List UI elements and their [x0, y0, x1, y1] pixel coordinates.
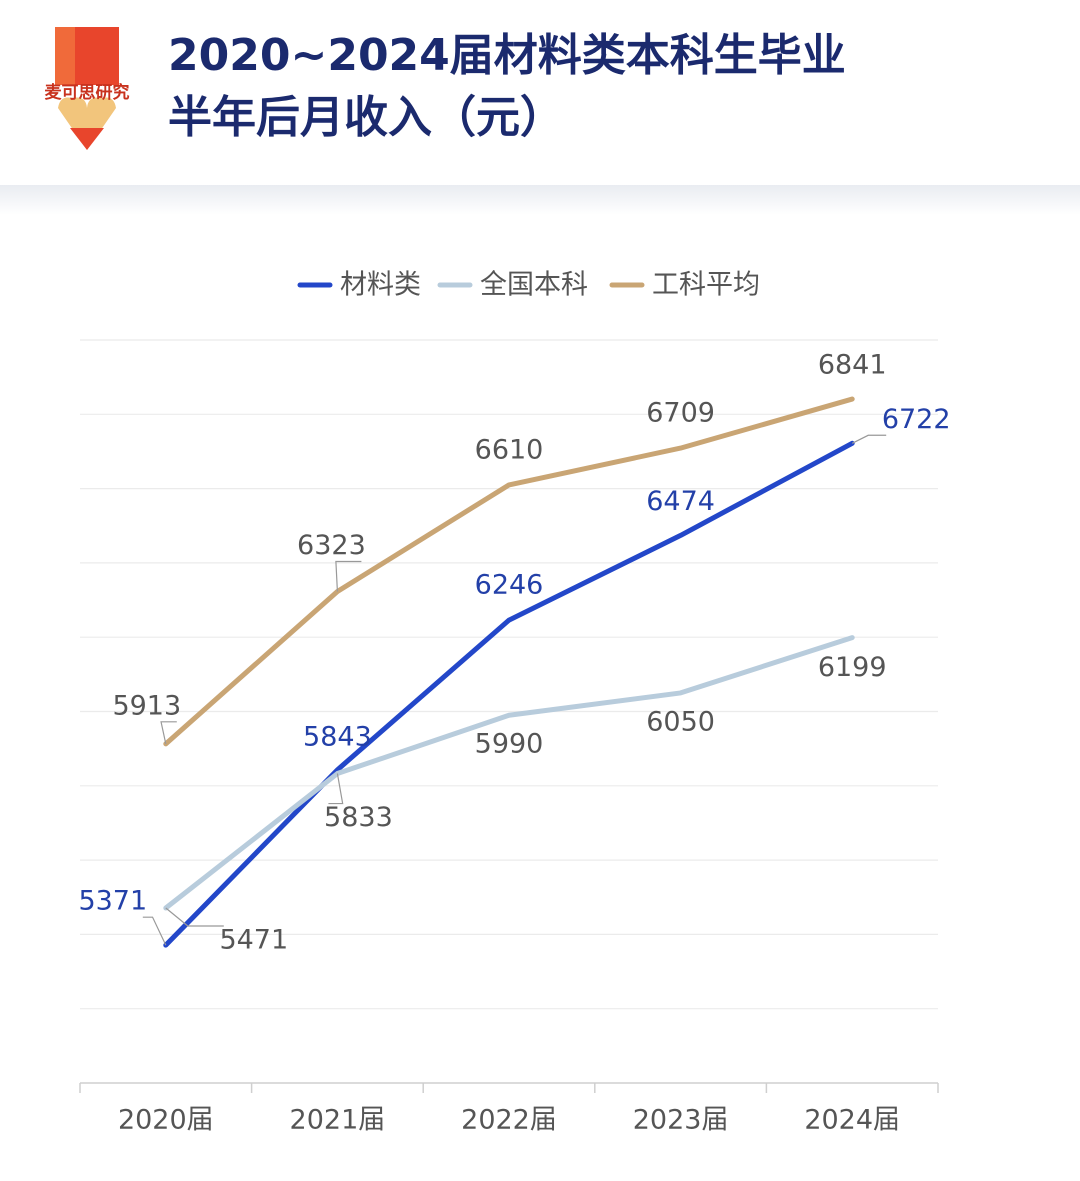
data-label: 6474 [646, 486, 715, 517]
label-leader [328, 773, 344, 805]
label-leader [335, 560, 362, 592]
chart-title: 2020~2024届材料类本科生毕业 [168, 30, 846, 81]
legend-label: 全国本科 [480, 270, 588, 301]
data-label: 5833 [324, 802, 393, 833]
data-label: 6841 [818, 350, 887, 381]
data-label: 6610 [475, 434, 544, 465]
x-tick-label: 2024届 [804, 1105, 900, 1136]
data-label: 5471 [219, 925, 288, 956]
data-label: 5913 [112, 690, 181, 721]
data-label: 6199 [818, 652, 887, 683]
logo-stripe [55, 27, 75, 85]
label-leader [165, 907, 224, 927]
data-label: 6323 [297, 530, 366, 561]
data-label: 6722 [882, 404, 951, 435]
legend-label: 工科平均 [652, 270, 760, 301]
logo-heart [58, 97, 116, 150]
data-label: 6246 [475, 570, 544, 601]
x-tick-label: 2020届 [118, 1105, 214, 1136]
logo: 麦可思研究 [45, 27, 130, 150]
data-label: 5990 [475, 729, 544, 760]
logo-tip [70, 128, 104, 150]
chart-title: 半年后月收入（元） [168, 92, 564, 143]
label-leader [851, 434, 887, 444]
x-tick-label: 2022届 [461, 1105, 557, 1136]
data-label: 6709 [646, 398, 715, 429]
header-shadow [0, 185, 1080, 215]
series-line [163, 440, 855, 948]
x-tick-label: 2023届 [633, 1105, 729, 1136]
series-line [163, 635, 855, 911]
label-leader [160, 721, 177, 744]
legend-label: 材料类 [340, 270, 421, 301]
data-label: 5371 [78, 886, 147, 917]
x-tick-label: 2021届 [290, 1105, 386, 1136]
data-label: 5843 [303, 721, 372, 752]
label-leader [142, 916, 167, 946]
logo-text: 麦可思研究 [45, 82, 130, 103]
series-line [163, 396, 855, 747]
data-label: 6050 [646, 706, 715, 737]
